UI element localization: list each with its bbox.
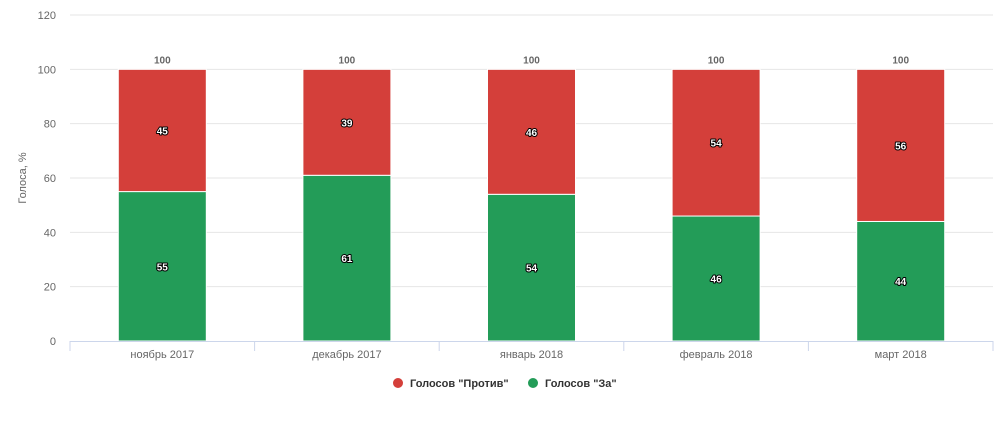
data-label-za: 61 — [341, 254, 353, 265]
x-tick-label: март 2018 — [875, 349, 927, 361]
data-label-za: 44 — [895, 277, 907, 288]
stack-total-label: 100 — [892, 55, 909, 66]
stack-total-label: 100 — [523, 55, 540, 66]
bar-segment-protiv — [671, 68, 761, 217]
stack-total-label: 100 — [708, 55, 725, 66]
legend: Голосов "Против" Голосов "За" — [393, 378, 617, 390]
bar-segment-protiv — [117, 68, 207, 193]
bars — [117, 68, 946, 342]
bar-segment-za — [302, 174, 392, 342]
bar-segment-za — [487, 193, 576, 342]
x-axis — [69, 341, 994, 351]
bar-segment-protiv — [487, 68, 576, 195]
bar-segment-protiv — [302, 68, 392, 176]
data-label-protiv: 46 — [526, 128, 538, 139]
y-axis-title: Голоса, % — [17, 152, 29, 203]
x-axis-ticks: ноябрь 2017 декабрь 2017 январь 2018 феврал… — [130, 349, 926, 361]
y-tick-label: 40 — [44, 227, 56, 239]
x-tick-label: ноябрь 2017 — [130, 349, 194, 361]
data-label-protiv: 56 — [895, 141, 907, 152]
x-tick-label: февраль 2018 — [680, 349, 753, 361]
data-labels: 55 45 100 61 39 100 54 46 100 46 54 100 44 56 100 — [154, 55, 910, 289]
y-tick-label: 120 — [38, 10, 56, 22]
y-axis-ticks: 0 20 40 60 80 100 120 — [38, 10, 56, 348]
x-tick-label: январь 2018 — [500, 349, 563, 361]
legend-item-label: Голосов "Против" — [410, 378, 509, 390]
data-label-protiv: 39 — [341, 118, 353, 129]
data-label-protiv: 45 — [157, 126, 169, 137]
data-label-za: 54 — [526, 264, 538, 275]
y-tick-label: 60 — [44, 173, 56, 185]
x-tick-label: декабрь 2017 — [312, 349, 381, 361]
legend-marker — [393, 378, 403, 388]
legend-item-label: Голосов "За" — [545, 378, 617, 390]
bar-segment-za — [671, 215, 761, 342]
data-label-protiv: 54 — [711, 139, 723, 150]
y-tick-label: 20 — [44, 282, 56, 294]
stack-total-label: 100 — [339, 55, 356, 66]
y-tick-label: 100 — [38, 64, 56, 76]
bar-segment-protiv — [856, 68, 946, 222]
legend-marker — [528, 378, 538, 388]
data-label-za: 55 — [157, 262, 169, 273]
stack-total-label: 100 — [154, 55, 171, 66]
y-tick-label: 0 — [50, 336, 56, 348]
data-label-za: 46 — [711, 275, 723, 286]
y-tick-label: 80 — [44, 119, 56, 131]
